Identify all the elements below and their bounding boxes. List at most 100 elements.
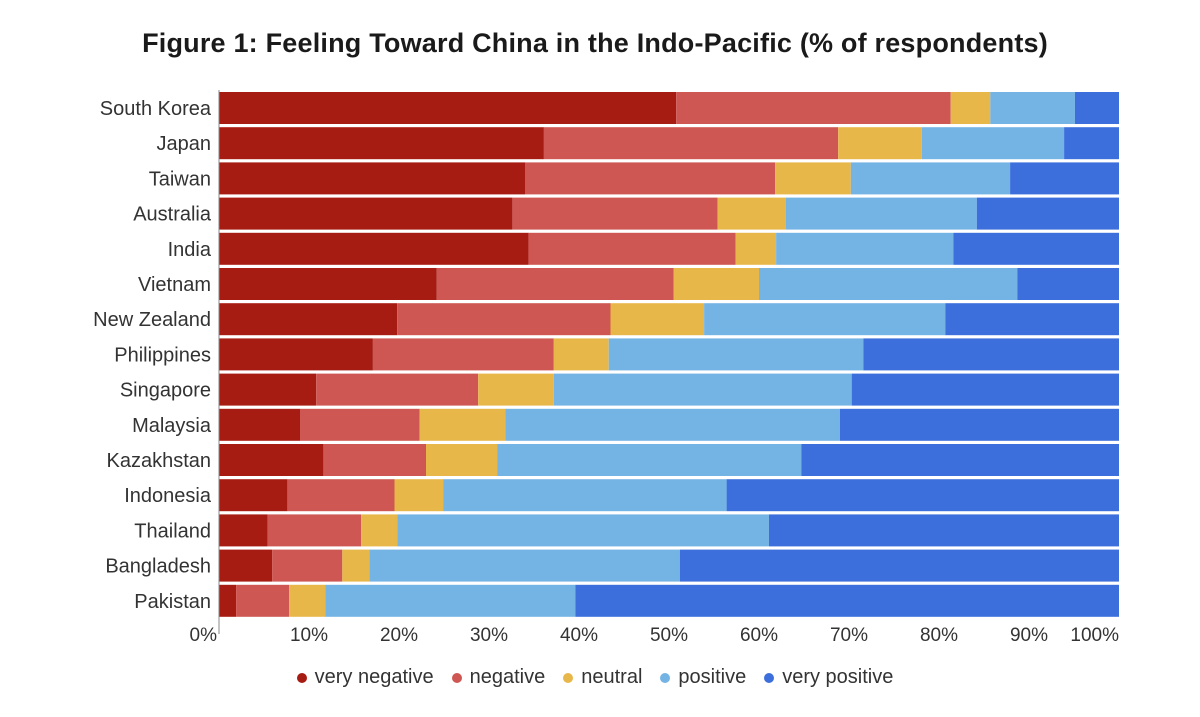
bar-singapore-negative bbox=[316, 373, 479, 406]
legend-label-negative: negative bbox=[469, 666, 546, 688]
bar-kazakhstan-very-negative bbox=[219, 444, 324, 476]
bar-australia-neutral bbox=[717, 197, 786, 230]
legend-marker-very-positive bbox=[764, 672, 775, 683]
x-tick-label-100: 100% bbox=[1070, 625, 1119, 646]
bar-vietnam-positive bbox=[759, 268, 1018, 300]
bar-bangladesh-neutral bbox=[342, 549, 370, 582]
category-label-indonesia: Indonesia bbox=[124, 485, 212, 507]
bar-taiwan-very-negative bbox=[219, 162, 525, 195]
bar-japan-very-positive bbox=[1064, 127, 1119, 160]
bar-philippines-positive bbox=[608, 338, 864, 371]
bar-south-korea-very-negative bbox=[219, 92, 677, 124]
bar-indonesia-negative bbox=[287, 479, 395, 512]
category-label-philippines: Philippines bbox=[114, 344, 211, 366]
bar-pakistan-very-positive bbox=[575, 584, 1119, 617]
bar-indonesia-neutral bbox=[394, 479, 444, 512]
bar-india-neutral bbox=[735, 232, 777, 265]
category-label-malaysia: Malaysia bbox=[132, 415, 212, 437]
bar-australia-positive bbox=[786, 197, 977, 230]
bar-japan-negative bbox=[543, 127, 839, 160]
legend-item-positive: positive bbox=[660, 666, 746, 689]
bar-malaysia-neutral bbox=[419, 408, 506, 441]
category-label-india: India bbox=[168, 239, 212, 261]
bar-thailand-very-positive bbox=[768, 514, 1119, 547]
x-tick-label-90: 90% bbox=[1010, 625, 1048, 646]
x-tick-label-40: 40% bbox=[560, 625, 598, 646]
bar-india-very-negative bbox=[219, 232, 529, 265]
bar-new-zealand-neutral bbox=[610, 303, 705, 336]
bar-taiwan-positive bbox=[850, 162, 1011, 195]
bar-india-negative bbox=[528, 232, 736, 265]
bar-indonesia-very-negative bbox=[219, 479, 288, 512]
legend-item-very-negative: very negative bbox=[296, 666, 434, 689]
bar-singapore-very-negative bbox=[219, 373, 317, 406]
bar-malaysia-positive bbox=[505, 408, 840, 441]
bar-philippines-very-negative bbox=[219, 338, 373, 371]
bar-kazakhstan-positive bbox=[497, 444, 802, 476]
bar-bangladesh-very-positive bbox=[679, 549, 1119, 582]
bar-pakistan-positive bbox=[325, 584, 576, 617]
bar-kazakhstan-very-positive bbox=[801, 444, 1119, 476]
category-label-singapore: Singapore bbox=[120, 380, 211, 402]
bar-new-zealand-negative bbox=[397, 303, 611, 336]
bar-malaysia-very-positive bbox=[840, 408, 1119, 441]
x-tick-label-10: 10% bbox=[290, 625, 328, 646]
bar-india-positive bbox=[776, 232, 954, 265]
bar-malaysia-negative bbox=[300, 408, 420, 441]
category-label-australia: Australia bbox=[133, 204, 212, 226]
bar-singapore-neutral bbox=[478, 373, 554, 406]
x-tick-label-30: 30% bbox=[470, 625, 508, 646]
bar-malaysia-very-negative bbox=[219, 408, 300, 441]
bar-bangladesh-positive bbox=[369, 549, 680, 582]
bar-australia-very-positive bbox=[976, 197, 1119, 230]
bar-bangladesh-negative bbox=[272, 549, 343, 582]
category-label-thailand: Thailand bbox=[134, 520, 211, 542]
bar-taiwan-neutral bbox=[775, 162, 851, 195]
bar-australia-negative bbox=[512, 197, 718, 230]
bar-philippines-negative bbox=[372, 338, 554, 371]
bar-vietnam-negative bbox=[436, 268, 674, 300]
bar-taiwan-very-positive bbox=[1010, 162, 1119, 195]
legend-label-neutral: neutral bbox=[581, 666, 643, 688]
legend: very negative negative neutral positive very… bbox=[0, 666, 1190, 689]
legend-label-very-positive: very positive bbox=[782, 666, 894, 688]
x-tick-label-20: 20% bbox=[380, 625, 418, 646]
x-tick-label-60: 60% bbox=[740, 625, 778, 646]
bar-kazakhstan-neutral bbox=[426, 444, 498, 476]
bar-philippines-very-positive bbox=[863, 338, 1119, 371]
bar-japan-very-negative bbox=[219, 127, 544, 160]
chart-title: Figure 1: Feeling Toward China in the In… bbox=[142, 28, 1048, 58]
legend-marker-positive bbox=[660, 672, 671, 683]
bar-india-very-positive bbox=[953, 232, 1119, 265]
bar-south-korea-negative bbox=[676, 92, 951, 124]
bar-singapore-very-positive bbox=[851, 373, 1119, 406]
category-label-vietnam: Vietnam bbox=[138, 274, 211, 296]
category-label-new-zealand: New Zealand bbox=[93, 309, 211, 331]
bar-south-korea-positive bbox=[990, 92, 1075, 124]
bar-bangladesh-very-negative bbox=[219, 549, 273, 582]
bar-new-zealand-positive bbox=[704, 303, 946, 336]
bar-singapore-positive bbox=[553, 373, 852, 406]
x-tick-label-0: 0% bbox=[190, 625, 218, 646]
bar-new-zealand-very-positive bbox=[945, 303, 1119, 336]
bar-pakistan-neutral bbox=[289, 584, 326, 617]
bar-vietnam-very-negative bbox=[219, 268, 437, 300]
category-label-japan: Japan bbox=[157, 133, 212, 155]
bar-south-korea-neutral bbox=[950, 92, 991, 124]
bar-kazakhstan-negative bbox=[323, 444, 426, 476]
bar-pakistan-very-negative bbox=[219, 584, 237, 617]
bar-thailand-negative bbox=[267, 514, 362, 547]
category-label-kazakhstan: Kazakhstan bbox=[106, 450, 211, 472]
bar-indonesia-very-positive bbox=[726, 479, 1119, 512]
legend-label-positive: positive bbox=[678, 666, 747, 688]
legend-item-negative: negative bbox=[451, 666, 546, 689]
bar-thailand-positive bbox=[397, 514, 769, 547]
x-tick-label-50: 50% bbox=[650, 625, 688, 646]
category-label-south-korea: South Korea bbox=[100, 98, 212, 120]
legend-item-neutral: neutral bbox=[563, 666, 642, 689]
bar-japan-neutral bbox=[838, 127, 922, 160]
bar-vietnam-very-positive bbox=[1017, 268, 1119, 300]
bar-south-korea-very-positive bbox=[1074, 92, 1119, 124]
legend-marker-neutral bbox=[563, 672, 574, 683]
category-label-bangladesh: Bangladesh bbox=[105, 556, 211, 578]
